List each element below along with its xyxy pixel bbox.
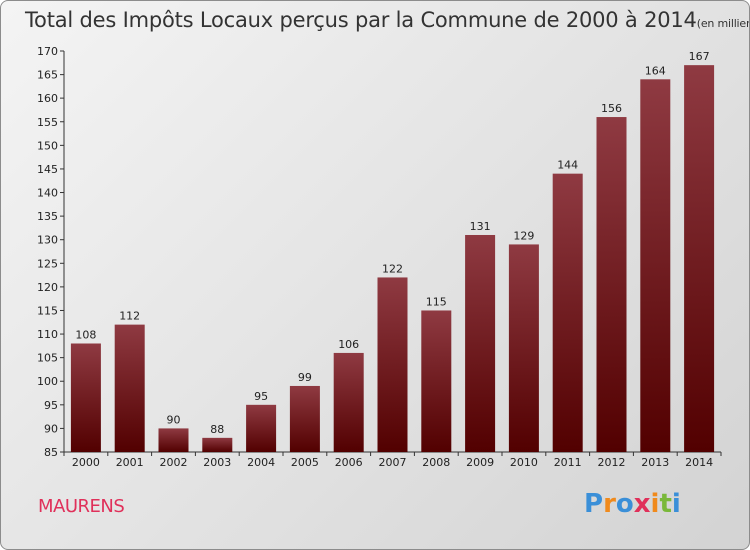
proxiti-logo: Proxiti bbox=[584, 489, 681, 519]
y-tick-label: 150 bbox=[37, 139, 58, 152]
commune-name: MAURENS bbox=[38, 496, 125, 517]
y-tick-label: 115 bbox=[37, 304, 58, 317]
x-tick-label: 2005 bbox=[291, 456, 319, 469]
bar bbox=[158, 428, 189, 452]
data-label: 88 bbox=[210, 423, 224, 436]
bar bbox=[202, 437, 233, 452]
bar bbox=[640, 79, 671, 453]
data-label: 164 bbox=[645, 64, 666, 77]
y-tick-label: 160 bbox=[37, 92, 58, 105]
data-label: 129 bbox=[513, 229, 534, 242]
logo-letter: t bbox=[659, 489, 672, 519]
bar bbox=[465, 234, 496, 452]
logo-letter: P bbox=[584, 489, 604, 519]
y-tick-label: 85 bbox=[44, 446, 58, 459]
y-tick-label: 170 bbox=[37, 45, 58, 58]
x-tick-label: 2001 bbox=[116, 456, 144, 469]
data-label: 95 bbox=[254, 390, 268, 403]
bar bbox=[552, 173, 583, 453]
bar bbox=[114, 324, 145, 452]
bar bbox=[421, 310, 452, 452]
data-label: 90 bbox=[167, 413, 181, 426]
logo-letter: o bbox=[615, 489, 634, 519]
chart-title: Total des Impôts Locaux perçus par la Co… bbox=[25, 8, 750, 32]
chart-title-text: Total des Impôts Locaux perçus par la Co… bbox=[25, 8, 697, 32]
x-tick-label: 2008 bbox=[422, 456, 450, 469]
bar bbox=[246, 404, 277, 452]
chart-unit: (en milliers d'€) bbox=[696, 17, 750, 30]
data-label: 112 bbox=[119, 310, 140, 323]
y-tick-label: 140 bbox=[37, 187, 58, 200]
y-tick-label: 90 bbox=[44, 422, 58, 435]
data-label: 156 bbox=[601, 102, 622, 115]
x-tick-label: 2000 bbox=[72, 456, 100, 469]
bar bbox=[684, 65, 715, 452]
y-tick-label: 165 bbox=[37, 69, 58, 82]
x-tick-label: 2014 bbox=[685, 456, 713, 469]
logo-letter: x bbox=[633, 489, 651, 519]
data-label: 115 bbox=[426, 295, 447, 308]
logo-letter: r bbox=[603, 489, 616, 519]
bar bbox=[70, 343, 101, 452]
y-tick-label: 110 bbox=[37, 328, 58, 341]
y-tick-label: 130 bbox=[37, 234, 58, 247]
bar bbox=[596, 117, 627, 452]
x-tick-label: 2009 bbox=[466, 456, 494, 469]
bar bbox=[508, 244, 539, 452]
y-tick-label: 145 bbox=[37, 163, 58, 176]
data-label: 144 bbox=[557, 159, 578, 172]
y-tick-label: 105 bbox=[37, 352, 58, 365]
y-tick-label: 125 bbox=[37, 257, 58, 270]
data-label: 167 bbox=[689, 50, 710, 63]
data-label: 106 bbox=[338, 338, 359, 351]
x-tick-label: 2006 bbox=[335, 456, 363, 469]
logo-letter: i bbox=[671, 489, 681, 519]
data-label: 122 bbox=[382, 262, 403, 275]
bar bbox=[289, 385, 320, 452]
x-tick-label: 2004 bbox=[247, 456, 275, 469]
data-label: 131 bbox=[470, 220, 491, 233]
bar bbox=[333, 352, 364, 452]
x-tick-label: 2002 bbox=[160, 456, 188, 469]
x-tick-label: 2007 bbox=[379, 456, 407, 469]
data-label: 99 bbox=[298, 371, 312, 384]
y-tick-label: 120 bbox=[37, 281, 58, 294]
logo-letter: i bbox=[650, 489, 660, 519]
y-tick-label: 95 bbox=[44, 399, 58, 412]
x-tick-label: 2003 bbox=[203, 456, 231, 469]
x-tick-label: 2013 bbox=[641, 456, 669, 469]
x-tick-label: 2010 bbox=[510, 456, 538, 469]
x-tick-label: 2012 bbox=[598, 456, 626, 469]
data-label: 108 bbox=[75, 328, 96, 341]
bar bbox=[377, 277, 408, 452]
y-tick-label: 100 bbox=[37, 375, 58, 388]
x-tick-label: 2011 bbox=[554, 456, 582, 469]
y-tick-label: 155 bbox=[37, 116, 58, 129]
y-tick-label: 135 bbox=[37, 210, 58, 223]
